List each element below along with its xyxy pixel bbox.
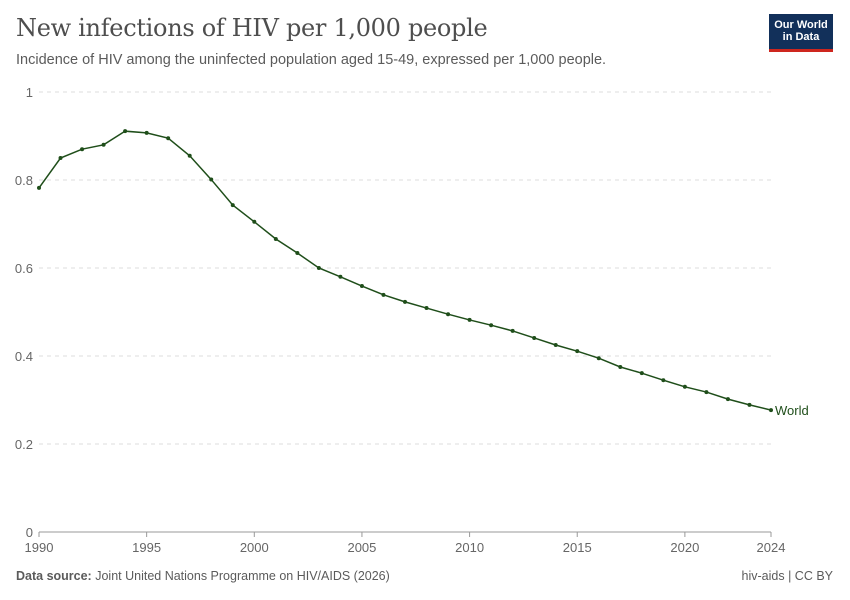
source-label: Data source: [16, 569, 92, 583]
data-point [725, 397, 730, 402]
x-tick-label: 2015 [563, 540, 592, 555]
data-point [166, 136, 171, 141]
data-point [553, 343, 558, 347]
source-text[interactable]: Joint United Nations Programme on HIV/AI… [95, 569, 390, 583]
data-point [639, 371, 644, 376]
y-tick-label: 0.6 [15, 261, 33, 276]
data-point [144, 130, 149, 135]
data-point [618, 365, 623, 369]
data-point [769, 408, 773, 413]
y-tick-label: 0.8 [15, 173, 33, 188]
data-point [273, 236, 278, 241]
x-tick-label: 2020 [670, 540, 699, 555]
data-source: Data source: Joint United Nations Progra… [16, 569, 390, 583]
series-line-world [38, 130, 772, 411]
x-tick-label: 2005 [347, 540, 376, 555]
y-tick-label: 0.4 [15, 349, 33, 364]
x-tick-label: 2010 [455, 540, 484, 555]
data-point [123, 129, 128, 134]
data-point [252, 219, 257, 224]
x-tick-label: 2000 [240, 540, 269, 555]
data-point [58, 156, 63, 160]
data-point [446, 312, 451, 317]
data-point [747, 402, 752, 407]
data-point [682, 384, 687, 389]
data-point [295, 251, 300, 256]
data-point [403, 299, 407, 304]
chart-subtitle: Incidence of HIV among the uninfected po… [16, 52, 607, 68]
data-point [209, 177, 214, 182]
logo-line-1: Our World [774, 19, 828, 31]
data-point [316, 266, 321, 270]
x-tick-label: 2024 [757, 540, 786, 555]
y-tick-label: 0.2 [15, 437, 33, 452]
license[interactable]: hiv-aids | CC BY [741, 569, 833, 583]
owid-logo[interactable]: Our World in Data [769, 14, 833, 52]
data-point [704, 390, 709, 395]
data-point [230, 203, 235, 208]
data-point [532, 335, 537, 340]
y-tick-label: 0 [26, 525, 33, 540]
data-point [661, 378, 666, 383]
chart-title: New infections of HIV per 1,000 people [16, 14, 488, 42]
data-point [510, 328, 515, 333]
data-point [596, 356, 601, 361]
x-tick-label: 1990 [25, 540, 54, 555]
data-point [101, 142, 106, 147]
y-tick-label: 1 [26, 85, 33, 100]
data-point [80, 147, 85, 152]
data-point [424, 306, 429, 311]
data-point [489, 323, 494, 328]
data-point [575, 349, 580, 354]
series-label-world: World [775, 403, 809, 418]
data-point [37, 185, 41, 190]
data-point [381, 292, 386, 297]
data-point [359, 284, 364, 289]
data-point [187, 153, 192, 158]
data-point [467, 317, 472, 322]
data-point [338, 274, 343, 279]
logo-line-2: in Data [782, 31, 820, 43]
x-tick-label: 1995 [132, 540, 161, 555]
